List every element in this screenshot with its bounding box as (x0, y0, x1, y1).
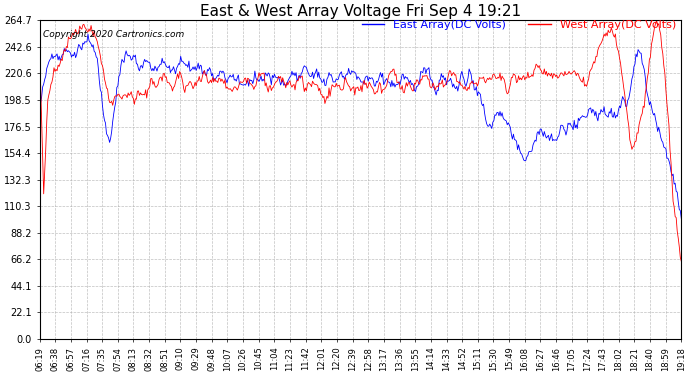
Line: West Array(DC Volts): West Array(DC Volts) (39, 20, 681, 261)
West Array(DC Volts) (235, 81, 244, 86)
West Array(DC Volts) (677, 259, 685, 264)
West Array(DC Volts) (346, 84, 354, 89)
East Array(DC Volts) (35, 103, 43, 107)
Legend: East Array(DC Volts), West Array(DC Volts): East Array(DC Volts), West Array(DC Volt… (362, 20, 676, 30)
Title: East & West Array Voltage Fri Sep 4 19:21: East & West Array Voltage Fri Sep 4 19:2… (200, 4, 521, 19)
East Array(DC Volts) (70, 54, 78, 58)
West Array(DC Volts) (653, 18, 661, 22)
West Array(DC Volts) (261, 84, 269, 88)
West Array(DC Volts) (70, 33, 78, 38)
West Array(DC Volts) (35, 44, 43, 49)
East Array(DC Volts) (642, 87, 651, 92)
West Array(DC Volts) (641, 92, 649, 96)
Line: East Array(DC Volts): East Array(DC Volts) (39, 34, 681, 219)
West Array(DC Volts) (293, 78, 302, 82)
East Array(DC Volts) (294, 76, 302, 81)
Text: Copyright 2020 Cartronics.com: Copyright 2020 Cartronics.com (43, 30, 184, 39)
East Array(DC Volts) (83, 32, 92, 36)
East Array(DC Volts) (236, 81, 244, 86)
East Array(DC Volts) (346, 72, 355, 76)
East Array(DC Volts) (677, 216, 685, 221)
East Array(DC Volts) (262, 72, 270, 77)
